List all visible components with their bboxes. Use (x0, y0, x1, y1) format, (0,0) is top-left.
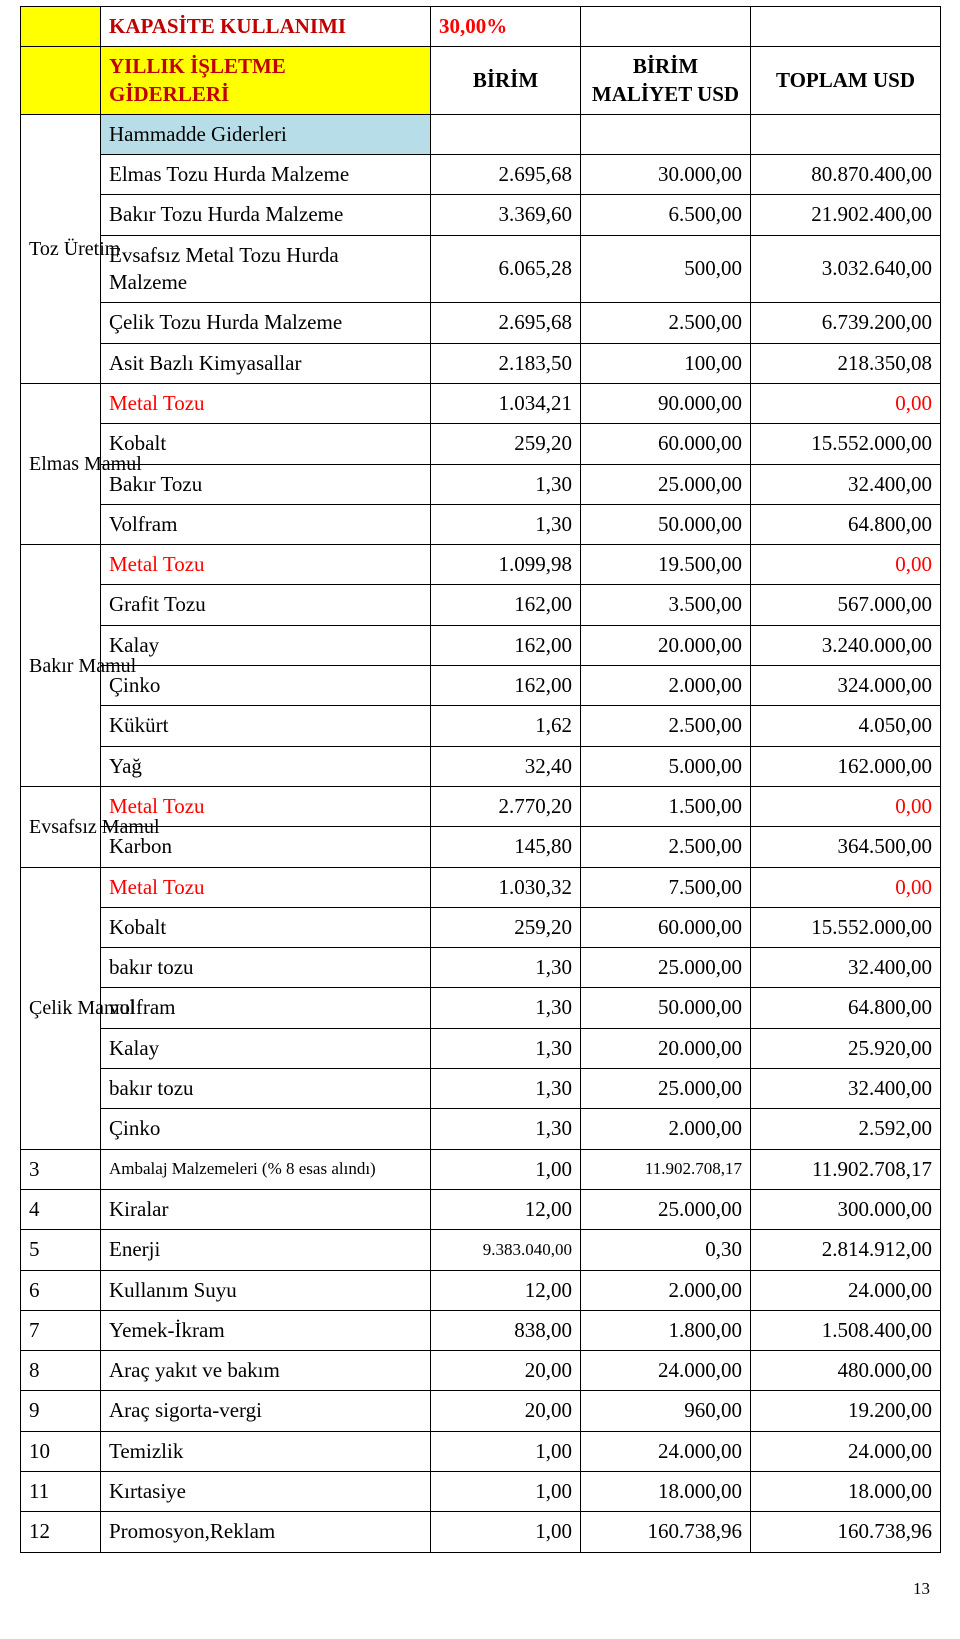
table-row: Evsafsız Metal Tozu Hurda Malzeme6.065,2… (21, 235, 941, 303)
table-row: Karbon145,802.500,00364.500,00 (21, 827, 941, 867)
table-row: Elmas Mamul Metal Tozu1.034,2190.000,000… (21, 383, 941, 423)
table-row: 5Enerji9.383.040,000,302.814.912,00 (21, 1230, 941, 1270)
group-toz: Toz Üretim (21, 114, 101, 383)
table-row: Bakır Tozu Hurda Malzeme3.369,606.500,00… (21, 195, 941, 235)
table-row: 12Promosyon,Reklam1,00160.738,96160.738,… (21, 1512, 941, 1552)
header-blank-left (21, 7, 101, 47)
table-row: Elmas Tozu Hurda Malzeme2.695,6830.000,0… (21, 155, 941, 195)
header-pct: 30,00% (431, 7, 581, 47)
group-evsafsiz: Evsafsız Mamul (21, 786, 101, 867)
header-toplam: TOPLAM USD (751, 47, 941, 115)
table-row: Kalay1,3020.000,0025.920,00 (21, 1028, 941, 1068)
table-row: 11Kırtasiye1,0018.000,0018.000,00 (21, 1471, 941, 1511)
table-row: 6Kullanım Suyu12,002.000,0024.000,00 (21, 1270, 941, 1310)
table-row: bakır tozu1,3025.000,0032.400,00 (21, 948, 941, 988)
header-birim-maliyet: BİRİMMALİYET USD (581, 47, 751, 115)
group-elmas: Elmas Mamul (21, 383, 101, 544)
header-row-2: YILLIK İŞLETMEGİDERLERİ BİRİM BİRİMMALİY… (21, 47, 941, 115)
hammadde-label: Hammadde Giderleri (101, 114, 431, 154)
table-row: Kobalt259,2060.000,0015.552.000,00 (21, 424, 941, 464)
header-blank-2 (751, 7, 941, 47)
header-yillik: YILLIK İŞLETMEGİDERLERİ (101, 47, 431, 115)
table-row: Çinko1,302.000,002.592,00 (21, 1109, 941, 1149)
table-row: Kobalt259,2060.000,0015.552.000,00 (21, 907, 941, 947)
table-row: Çelik Mamul Metal Tozu1.030,327.500,000,… (21, 867, 941, 907)
table-row: Grafit Tozu162,003.500,00567.000,00 (21, 585, 941, 625)
header-row-1: KAPASİTE KULLANIMI 30,00% (21, 7, 941, 47)
table-row: Çinko162,002.000,00324.000,00 (21, 666, 941, 706)
table-row: Asit Bazlı Kimyasallar2.183,50100,00218.… (21, 343, 941, 383)
table-row: Bakır Tozu1,3025.000,0032.400,00 (21, 464, 941, 504)
table-row: 3Ambalaj Malzemeleri (% 8 esas alındı)1,… (21, 1149, 941, 1189)
table-row: 7Yemek-İkram838,001.800,001.508.400,00 (21, 1310, 941, 1350)
header-blank-1 (581, 7, 751, 47)
table-row: Bakır Mamul Metal Tozu1.099,9819.500,000… (21, 545, 941, 585)
table-row: Çelik Tozu Hurda Malzeme2.695,682.500,00… (21, 303, 941, 343)
hammadde-row: Toz Üretim Hammadde Giderleri (21, 114, 941, 154)
table-row: 9Araç sigorta-vergi20,00960,0019.200,00 (21, 1391, 941, 1431)
cost-table: KAPASİTE KULLANIMI 30,00% YILLIK İŞLETME… (20, 6, 941, 1553)
table-row: Evsafsız Mamul Metal Tozu2.770,201.500,0… (21, 786, 941, 826)
table-row: 10Temizlik1,0024.000,0024.000,00 (21, 1431, 941, 1471)
table-row: Kalay162,0020.000,003.240.000,00 (21, 625, 941, 665)
header-birim: BİRİM (431, 47, 581, 115)
table-row: Kükürt1,622.500,004.050,00 (21, 706, 941, 746)
table-row: Volfram1,3050.000,0064.800,00 (21, 504, 941, 544)
table-row: volfram1,3050.000,0064.800,00 (21, 988, 941, 1028)
table-row: Yağ32,405.000,00162.000,00 (21, 746, 941, 786)
table-row: 8Araç yakıt ve bakım20,0024.000,00480.00… (21, 1351, 941, 1391)
header-blank-left-2 (21, 47, 101, 115)
page-number: 13 (20, 1579, 940, 1599)
group-celik: Çelik Mamul (21, 867, 101, 1149)
header-kapasite: KAPASİTE KULLANIMI (101, 7, 431, 47)
group-bakir: Bakır Mamul (21, 545, 101, 787)
table-row: 4Kiralar12,0025.000,00300.000,00 (21, 1189, 941, 1229)
table-row: bakır tozu1,3025.000,0032.400,00 (21, 1069, 941, 1109)
